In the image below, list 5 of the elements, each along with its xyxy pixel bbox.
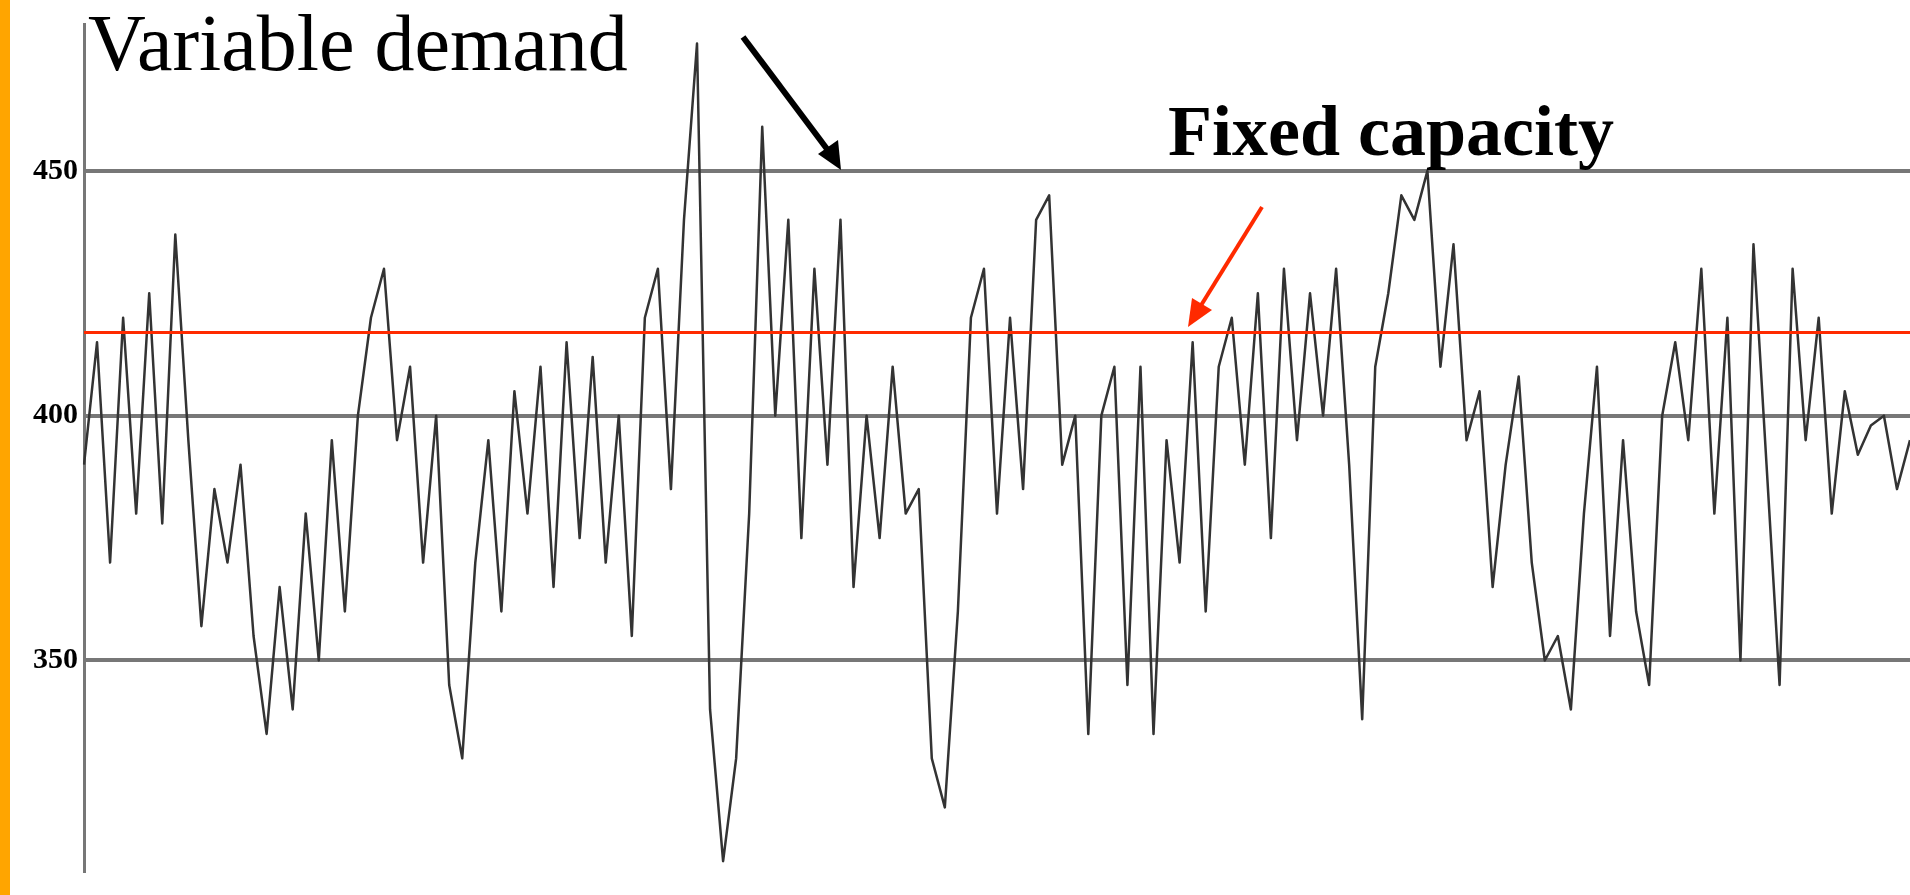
y-tick-label: 450: [33, 151, 78, 185]
y-tick-label: 400: [33, 396, 78, 430]
annotation: Variable demand: [88, 0, 628, 87]
y-tick-label: 350: [33, 641, 78, 675]
ref-line-label: Fixed capacity: [1168, 91, 1614, 171]
